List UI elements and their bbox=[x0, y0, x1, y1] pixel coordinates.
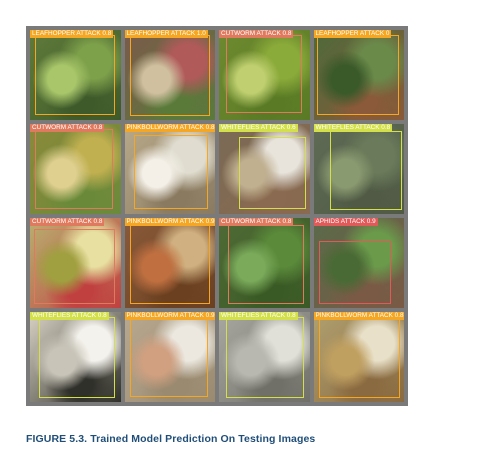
detection-box bbox=[226, 317, 305, 399]
crop-photo bbox=[30, 312, 121, 402]
detection-label: APHIDS ATTACK 0.9 bbox=[313, 218, 378, 226]
detection-label: PINKBOLLWORM ATTACK 0.8 bbox=[313, 312, 404, 320]
prediction-image-grid: LEAFHOPPER ATTACK 0.8 LEAFHOPPER ATTACK 1… bbox=[26, 26, 408, 406]
prediction-tile: CUTWORM ATTACK 0.8 bbox=[219, 30, 310, 120]
crop-photo bbox=[219, 218, 310, 308]
detection-label: PINKBOLLWORM ATTACK 0.9 bbox=[124, 218, 215, 226]
detection-box bbox=[129, 317, 208, 397]
detection-box bbox=[317, 35, 399, 115]
crop-photo bbox=[219, 124, 310, 214]
detection-label: CUTWORM ATTACK 0.8 bbox=[219, 218, 294, 226]
figure-caption: FIGURE 5.3. Trained Model Prediction On … bbox=[26, 433, 316, 445]
detection-box bbox=[133, 134, 208, 209]
detection-label: WHITEFLIES ATTACK 0.6 bbox=[219, 124, 298, 132]
detection-box bbox=[129, 35, 210, 117]
prediction-tile: PINKBOLLWORM ATTACK 0.9 bbox=[124, 312, 215, 402]
detection-box bbox=[318, 241, 392, 305]
detection-box bbox=[129, 223, 210, 305]
prediction-tile: CUTWORM ATTACK 0.8 bbox=[219, 218, 310, 308]
crop-photo bbox=[219, 312, 310, 402]
prediction-tile: PINKBOLLWORM ATTACK 0.8 bbox=[313, 312, 404, 402]
prediction-tile: WHITEFLIES ATTACK 0.6 bbox=[219, 124, 310, 214]
prediction-tile: LEAFHOPPER ATTACK 0.8 bbox=[30, 30, 121, 120]
detection-label: LEAFHOPPER ATTACK 1.0 bbox=[124, 30, 208, 38]
prediction-tile: WHITEFLIES ATTACK 0.8 bbox=[30, 312, 121, 402]
detection-label: CUTWORM ATTACK 0.8 bbox=[30, 218, 105, 226]
detection-box bbox=[226, 35, 303, 113]
prediction-tile: CUTWORM ATTACK 0.8 bbox=[30, 124, 121, 214]
crop-photo bbox=[313, 124, 404, 214]
detection-label: WHITEFLIES ATTACK 0.8 bbox=[30, 312, 109, 320]
detection-box bbox=[33, 228, 116, 305]
prediction-tile: CUTWORM ATTACK 0.8 bbox=[30, 218, 121, 308]
detection-box bbox=[318, 317, 401, 399]
crop-photo bbox=[30, 30, 121, 120]
detection-box bbox=[238, 136, 306, 209]
crop-photo bbox=[124, 124, 215, 214]
detection-label: WHITEFLIES ATTACK 0.8 bbox=[313, 124, 393, 132]
detection-box bbox=[39, 317, 116, 399]
prediction-tile: PINKBOLLWORM ATTACK 0.8 bbox=[124, 124, 215, 214]
prediction-tile: APHIDS ATTACK 0.9 bbox=[313, 218, 404, 308]
detection-box bbox=[228, 225, 305, 305]
detection-label: LEAFHOPPER ATTACK 0.8 bbox=[30, 30, 114, 38]
detection-box bbox=[35, 35, 116, 115]
crop-photo bbox=[124, 312, 215, 402]
prediction-tile: WHITEFLIES ATTACK 0.8 bbox=[219, 312, 310, 402]
crop-photo bbox=[124, 218, 215, 308]
detection-label: CUTWORM ATTACK 0.8 bbox=[30, 124, 105, 132]
crop-photo bbox=[313, 312, 404, 402]
crop-photo bbox=[30, 218, 121, 308]
crop-photo bbox=[313, 218, 404, 308]
detection-label: CUTWORM ATTACK 0.8 bbox=[219, 30, 294, 38]
prediction-tile: LEAFHOPPER ATTACK 0 bbox=[313, 30, 404, 120]
crop-photo bbox=[313, 30, 404, 120]
detection-box bbox=[35, 129, 114, 209]
crop-photo bbox=[30, 124, 121, 214]
detection-label: PINKBOLLWORM ATTACK 0.9 bbox=[124, 312, 215, 320]
detection-label: PINKBOLLWORM ATTACK 0.8 bbox=[124, 124, 215, 132]
prediction-tile: PINKBOLLWORM ATTACK 0.9 bbox=[124, 218, 215, 308]
detection-box bbox=[329, 131, 403, 211]
prediction-tile: LEAFHOPPER ATTACK 1.0 bbox=[124, 30, 215, 120]
detection-label: LEAFHOPPER ATTACK 0 bbox=[313, 30, 392, 38]
crop-photo bbox=[219, 30, 310, 120]
detection-label: WHITEFLIES ATTACK 0.8 bbox=[219, 312, 298, 320]
prediction-tile: WHITEFLIES ATTACK 0.8 bbox=[313, 124, 404, 214]
crop-photo bbox=[124, 30, 215, 120]
